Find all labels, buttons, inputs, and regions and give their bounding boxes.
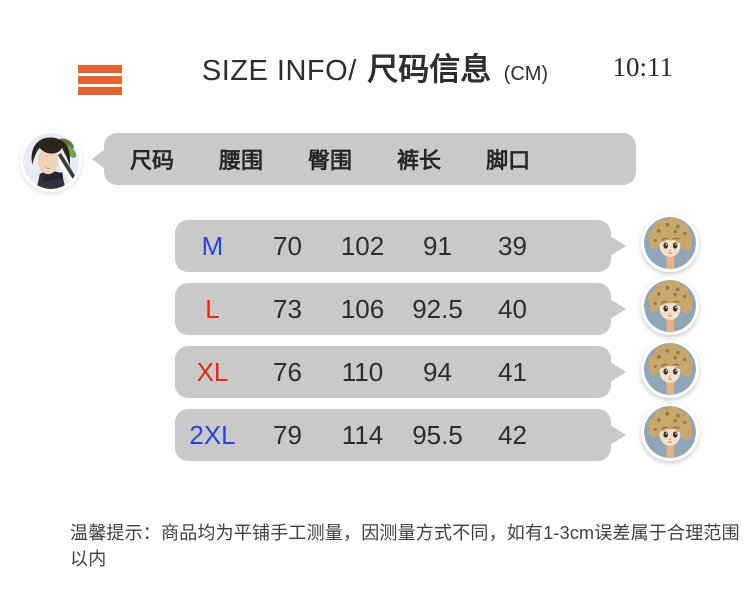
hamburger-icon	[78, 65, 122, 95]
column-pants-length: 裤长	[397, 148, 442, 173]
column-size: 尺码	[130, 148, 175, 173]
leg-opening-value: 40	[498, 293, 527, 324]
measurement-disclaimer: 温馨提示：商品均为平铺手工测量，因测量方式不同，如有1-3cm误差属于合理范围以…	[70, 523, 740, 569]
size-row-bubble: M 70 102 91 39	[175, 220, 626, 272]
leg-opening-value: 42	[498, 419, 527, 450]
curly-blonde-boy-avatar	[641, 277, 699, 335]
hip-value: 106	[340, 293, 385, 324]
waist-value: 79	[273, 419, 302, 450]
hip-value: 102	[340, 230, 385, 261]
pants-length-value: 94	[423, 356, 452, 387]
size-label: M	[201, 230, 224, 261]
size-row-bubble: XL 76 110 94 41	[175, 346, 626, 398]
pants-length-value: 92.5	[412, 293, 463, 324]
size-label: L	[205, 293, 220, 324]
size-label: XL	[196, 356, 229, 387]
title-unit: (CM)	[503, 63, 549, 85]
curly-blonde-boy-avatar	[641, 403, 699, 461]
timestamp: 10:11	[612, 52, 674, 82]
hip-value: 114	[341, 419, 384, 450]
column-waist: 腰围	[219, 148, 264, 173]
size-row-bubble: L 73 106 92.5 40	[175, 283, 626, 335]
waist-value: 76	[273, 356, 302, 387]
pants-length-value: 91	[423, 230, 452, 261]
page-title: SIZE INFO/ 尺码信息 (CM)	[0, 44, 750, 89]
hamburger-bar	[78, 65, 122, 73]
size-label: 2XL	[189, 419, 236, 450]
title-chinese: 尺码信息	[367, 52, 492, 87]
pants-length-value: 95.5	[412, 419, 463, 450]
dark-hair-boy-avatar	[20, 130, 82, 192]
hip-value: 110	[341, 356, 384, 387]
leg-opening-value: 41	[498, 356, 527, 387]
table-header-bubble: 尺码 腰围 臀围 裤长 脚口	[92, 133, 636, 185]
waist-value: 70	[273, 230, 302, 261]
size-row-bubble: 2XL 79 114 95.5 42	[175, 409, 626, 461]
curly-blonde-boy-avatar	[641, 340, 699, 398]
leg-opening-value: 39	[498, 230, 527, 261]
title-english: SIZE INFO/	[201, 55, 357, 87]
column-leg-opening: 脚口	[486, 148, 531, 173]
column-hip: 臀围	[308, 148, 353, 173]
hamburger-bar	[78, 87, 122, 95]
curly-blonde-boy-avatar	[641, 214, 699, 272]
waist-value: 73	[273, 293, 302, 324]
hamburger-bar	[78, 76, 122, 84]
